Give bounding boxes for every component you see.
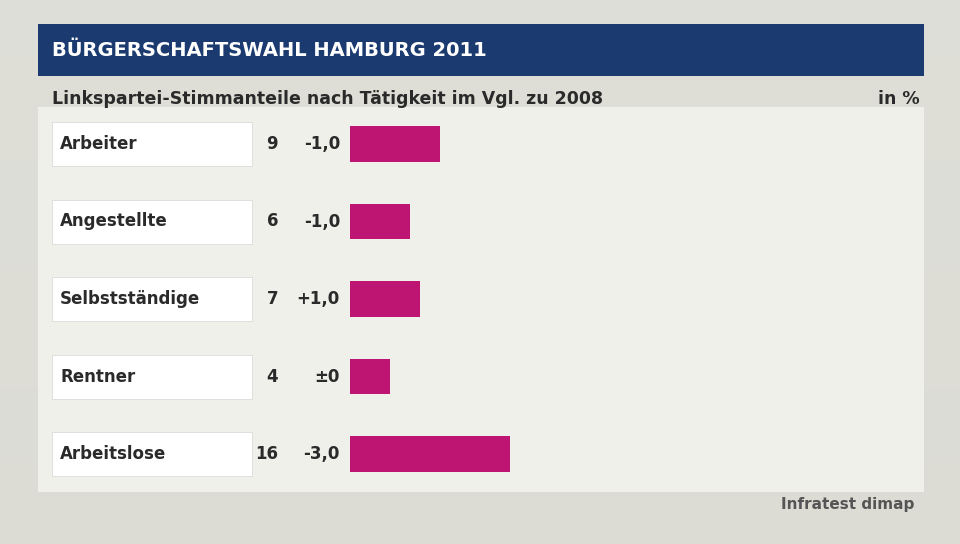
Text: Arbeitslose: Arbeitslose	[60, 445, 166, 463]
Text: 4: 4	[266, 368, 278, 386]
FancyBboxPatch shape	[350, 126, 440, 162]
Text: 6: 6	[267, 213, 278, 231]
Text: Rentner: Rentner	[60, 368, 135, 386]
FancyBboxPatch shape	[350, 204, 410, 239]
FancyBboxPatch shape	[350, 281, 420, 317]
Text: ±0: ±0	[315, 368, 340, 386]
Text: +1,0: +1,0	[297, 290, 340, 308]
Text: Angestellte: Angestellte	[60, 213, 168, 231]
Text: Selbstständige: Selbstständige	[60, 290, 201, 308]
Text: Linkspartei-Stimmanteile nach Tätigkeit im Vgl. zu 2008: Linkspartei-Stimmanteile nach Tätigkeit …	[52, 90, 603, 108]
FancyBboxPatch shape	[52, 432, 252, 476]
Text: -3,0: -3,0	[303, 445, 340, 463]
FancyBboxPatch shape	[52, 122, 252, 166]
FancyBboxPatch shape	[350, 359, 390, 394]
Text: 7: 7	[266, 290, 278, 308]
Text: Infratest dimap: Infratest dimap	[780, 497, 914, 512]
Text: 16: 16	[255, 445, 278, 463]
Text: BÜRGERSCHAFTSWAHL HAMBURG 2011: BÜRGERSCHAFTSWAHL HAMBURG 2011	[52, 40, 487, 59]
Text: Arbeiter: Arbeiter	[60, 135, 137, 153]
FancyBboxPatch shape	[52, 355, 252, 399]
FancyBboxPatch shape	[38, 24, 924, 76]
Text: -1,0: -1,0	[303, 213, 340, 231]
FancyBboxPatch shape	[38, 107, 924, 492]
FancyBboxPatch shape	[350, 436, 510, 472]
Text: -1,0: -1,0	[303, 135, 340, 153]
FancyBboxPatch shape	[52, 200, 252, 244]
Text: 9: 9	[266, 135, 278, 153]
FancyBboxPatch shape	[52, 277, 252, 321]
Text: in %: in %	[878, 90, 920, 108]
